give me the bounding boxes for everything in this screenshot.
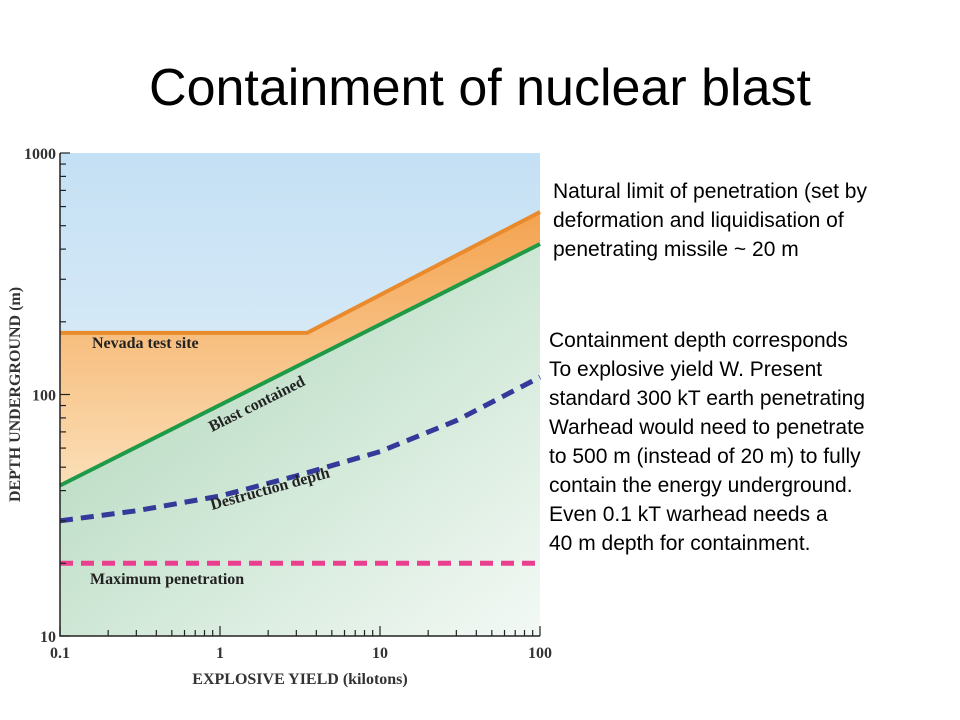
contained-band bbox=[60, 244, 540, 636]
x-tick-label: 10 bbox=[372, 645, 388, 662]
x-tick-label: 0.1 bbox=[50, 645, 70, 662]
note-containment-line: Even 0.1 kT warhead needs a bbox=[549, 503, 828, 526]
note-containment-line: 40 m depth for containment. bbox=[549, 532, 811, 555]
y-tick-label: 10 bbox=[40, 629, 56, 646]
note-containment: Containment depth corresponds To explosi… bbox=[549, 326, 959, 558]
note-natural-limit-line: Natural limit of penetration (set by bbox=[553, 180, 867, 203]
note-containment-line: to 500 m (instead of 20 m) to fully bbox=[549, 445, 861, 468]
series-line-blast-contained bbox=[59, 242, 541, 488]
note-natural-limit-line: penetrating missile ~ 20 m bbox=[553, 238, 799, 261]
note-containment-line: Containment depth corresponds bbox=[549, 329, 848, 352]
nevada-band bbox=[60, 212, 540, 486]
chart: 10 100 1000 0.1 1 10 100 EXPLOSIVE YIELD (kilot… bbox=[7, 146, 552, 688]
slide-title: Containment of nuclear blast bbox=[149, 59, 811, 117]
x-tick-label: 100 bbox=[528, 645, 552, 662]
note-natural-limit-line: deformation and liquidisation of bbox=[553, 209, 844, 232]
note-containment-line: Warhead would need to penetrate bbox=[549, 416, 865, 439]
y-tick-label: 100 bbox=[32, 388, 56, 405]
y-tick-label: 1000 bbox=[24, 146, 56, 163]
note-natural-limit: Natural limit of penetration (set by def… bbox=[553, 177, 958, 264]
x-tick-label: 1 bbox=[216, 645, 224, 662]
series-line-nevada-test-site bbox=[60, 210, 541, 335]
note-containment-line: contain the energy underground. bbox=[549, 474, 853, 497]
series-label-nevada-test-site: Nevada test site bbox=[92, 335, 199, 352]
y-axis-label: DEPTH UNDERGROUND (m) bbox=[7, 287, 24, 502]
x-axis-label: EXPLOSIVE YIELD (kilotons) bbox=[192, 671, 407, 688]
series-line-destruction-depth bbox=[59, 374, 542, 524]
series-label-maximum-penetration: Maximum penetration bbox=[90, 571, 244, 588]
note-containment-line: To explosive yield W. Present bbox=[549, 358, 823, 381]
note-containment-line: standard 300 kT earth penetrating bbox=[549, 387, 865, 410]
